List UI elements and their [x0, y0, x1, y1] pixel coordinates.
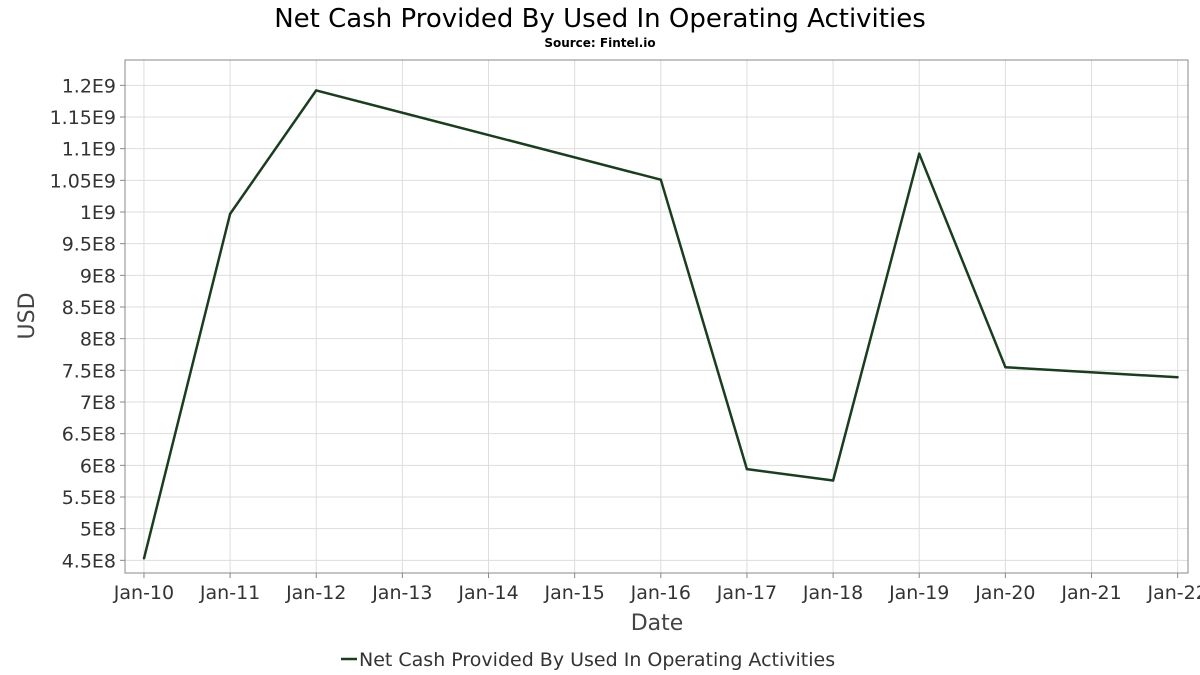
x-tick-label: Jan-17: [716, 582, 777, 604]
x-tick-label: Jan-21: [1060, 582, 1121, 604]
data-point: [142, 557, 146, 560]
data-point: [315, 89, 318, 92]
series-layer: [142, 89, 1179, 560]
x-tick-label: Jan-10: [113, 582, 174, 604]
data-point: [228, 212, 232, 216]
x-tick-label: Jan-19: [888, 582, 949, 604]
y-tick-label: 9.5E8: [62, 234, 116, 256]
y-axis-label: USD: [15, 292, 40, 339]
data-point: [1176, 376, 1179, 379]
y-tick-label: 9E8: [80, 265, 116, 287]
data-point: [745, 467, 749, 471]
y-tick-label: 7E8: [80, 392, 116, 414]
x-tick-label: Jan-20: [974, 582, 1035, 604]
plot-area: [124, 59, 1189, 574]
y-tick-label: 1.2E9: [62, 75, 116, 97]
y-tick-label: 1.1E9: [62, 139, 116, 161]
y-tick-label: 5E8: [80, 519, 116, 541]
grid: [125, 60, 1188, 573]
y-tick-label: 7.5E8: [62, 360, 116, 382]
y-axis: 4.5E8 5E8 5.5E8 6E8 6.5E8 7E8 7.5E8 8E8 8.5E8 9E8…: [50, 75, 125, 572]
y-tick-label: 6E8: [80, 455, 116, 477]
x-axis: Jan-10 Jan-11 Jan-12 Jan-13 Jan-14 Jan-15 Jan-…: [113, 573, 1200, 604]
chart-subtitle: Source: Fintel.io: [544, 36, 655, 50]
data-point: [1004, 365, 1007, 369]
x-tick-label: Jan-13: [371, 582, 432, 604]
y-tick-label: 6.5E8: [62, 424, 116, 446]
data-point: [918, 152, 921, 155]
x-tick-label: Jan-14: [457, 582, 518, 604]
y-tick-label: 4.5E8: [62, 550, 116, 572]
legend: Net Cash Provided By Used In Operating A…: [341, 649, 835, 671]
y-tick-label: 1.15E9: [50, 107, 116, 129]
data-point: [831, 479, 835, 482]
legend-label: Net Cash Provided By Used In Operating A…: [359, 649, 835, 671]
y-tick-label: 8.5E8: [62, 297, 116, 319]
y-tick-label: 5.5E8: [62, 487, 116, 509]
x-tick-label: Jan-12: [285, 582, 346, 604]
x-axis-label: Date: [631, 611, 684, 636]
data-point: [659, 178, 663, 181]
x-tick-label: Jan-15: [544, 582, 605, 604]
y-tick-label: 1E9: [80, 202, 116, 224]
x-tick-label: Jan-16: [630, 582, 691, 604]
y-tick-label: 1.05E9: [50, 170, 116, 192]
y-tick-label: 8E8: [80, 329, 116, 351]
x-tick-label: Jan-22: [1146, 582, 1200, 604]
chart-title: Net Cash Provided By Used In Operating A…: [274, 4, 926, 34]
x-tick-label: Jan-11: [199, 582, 260, 604]
x-tick-label: Jan-18: [802, 582, 863, 604]
